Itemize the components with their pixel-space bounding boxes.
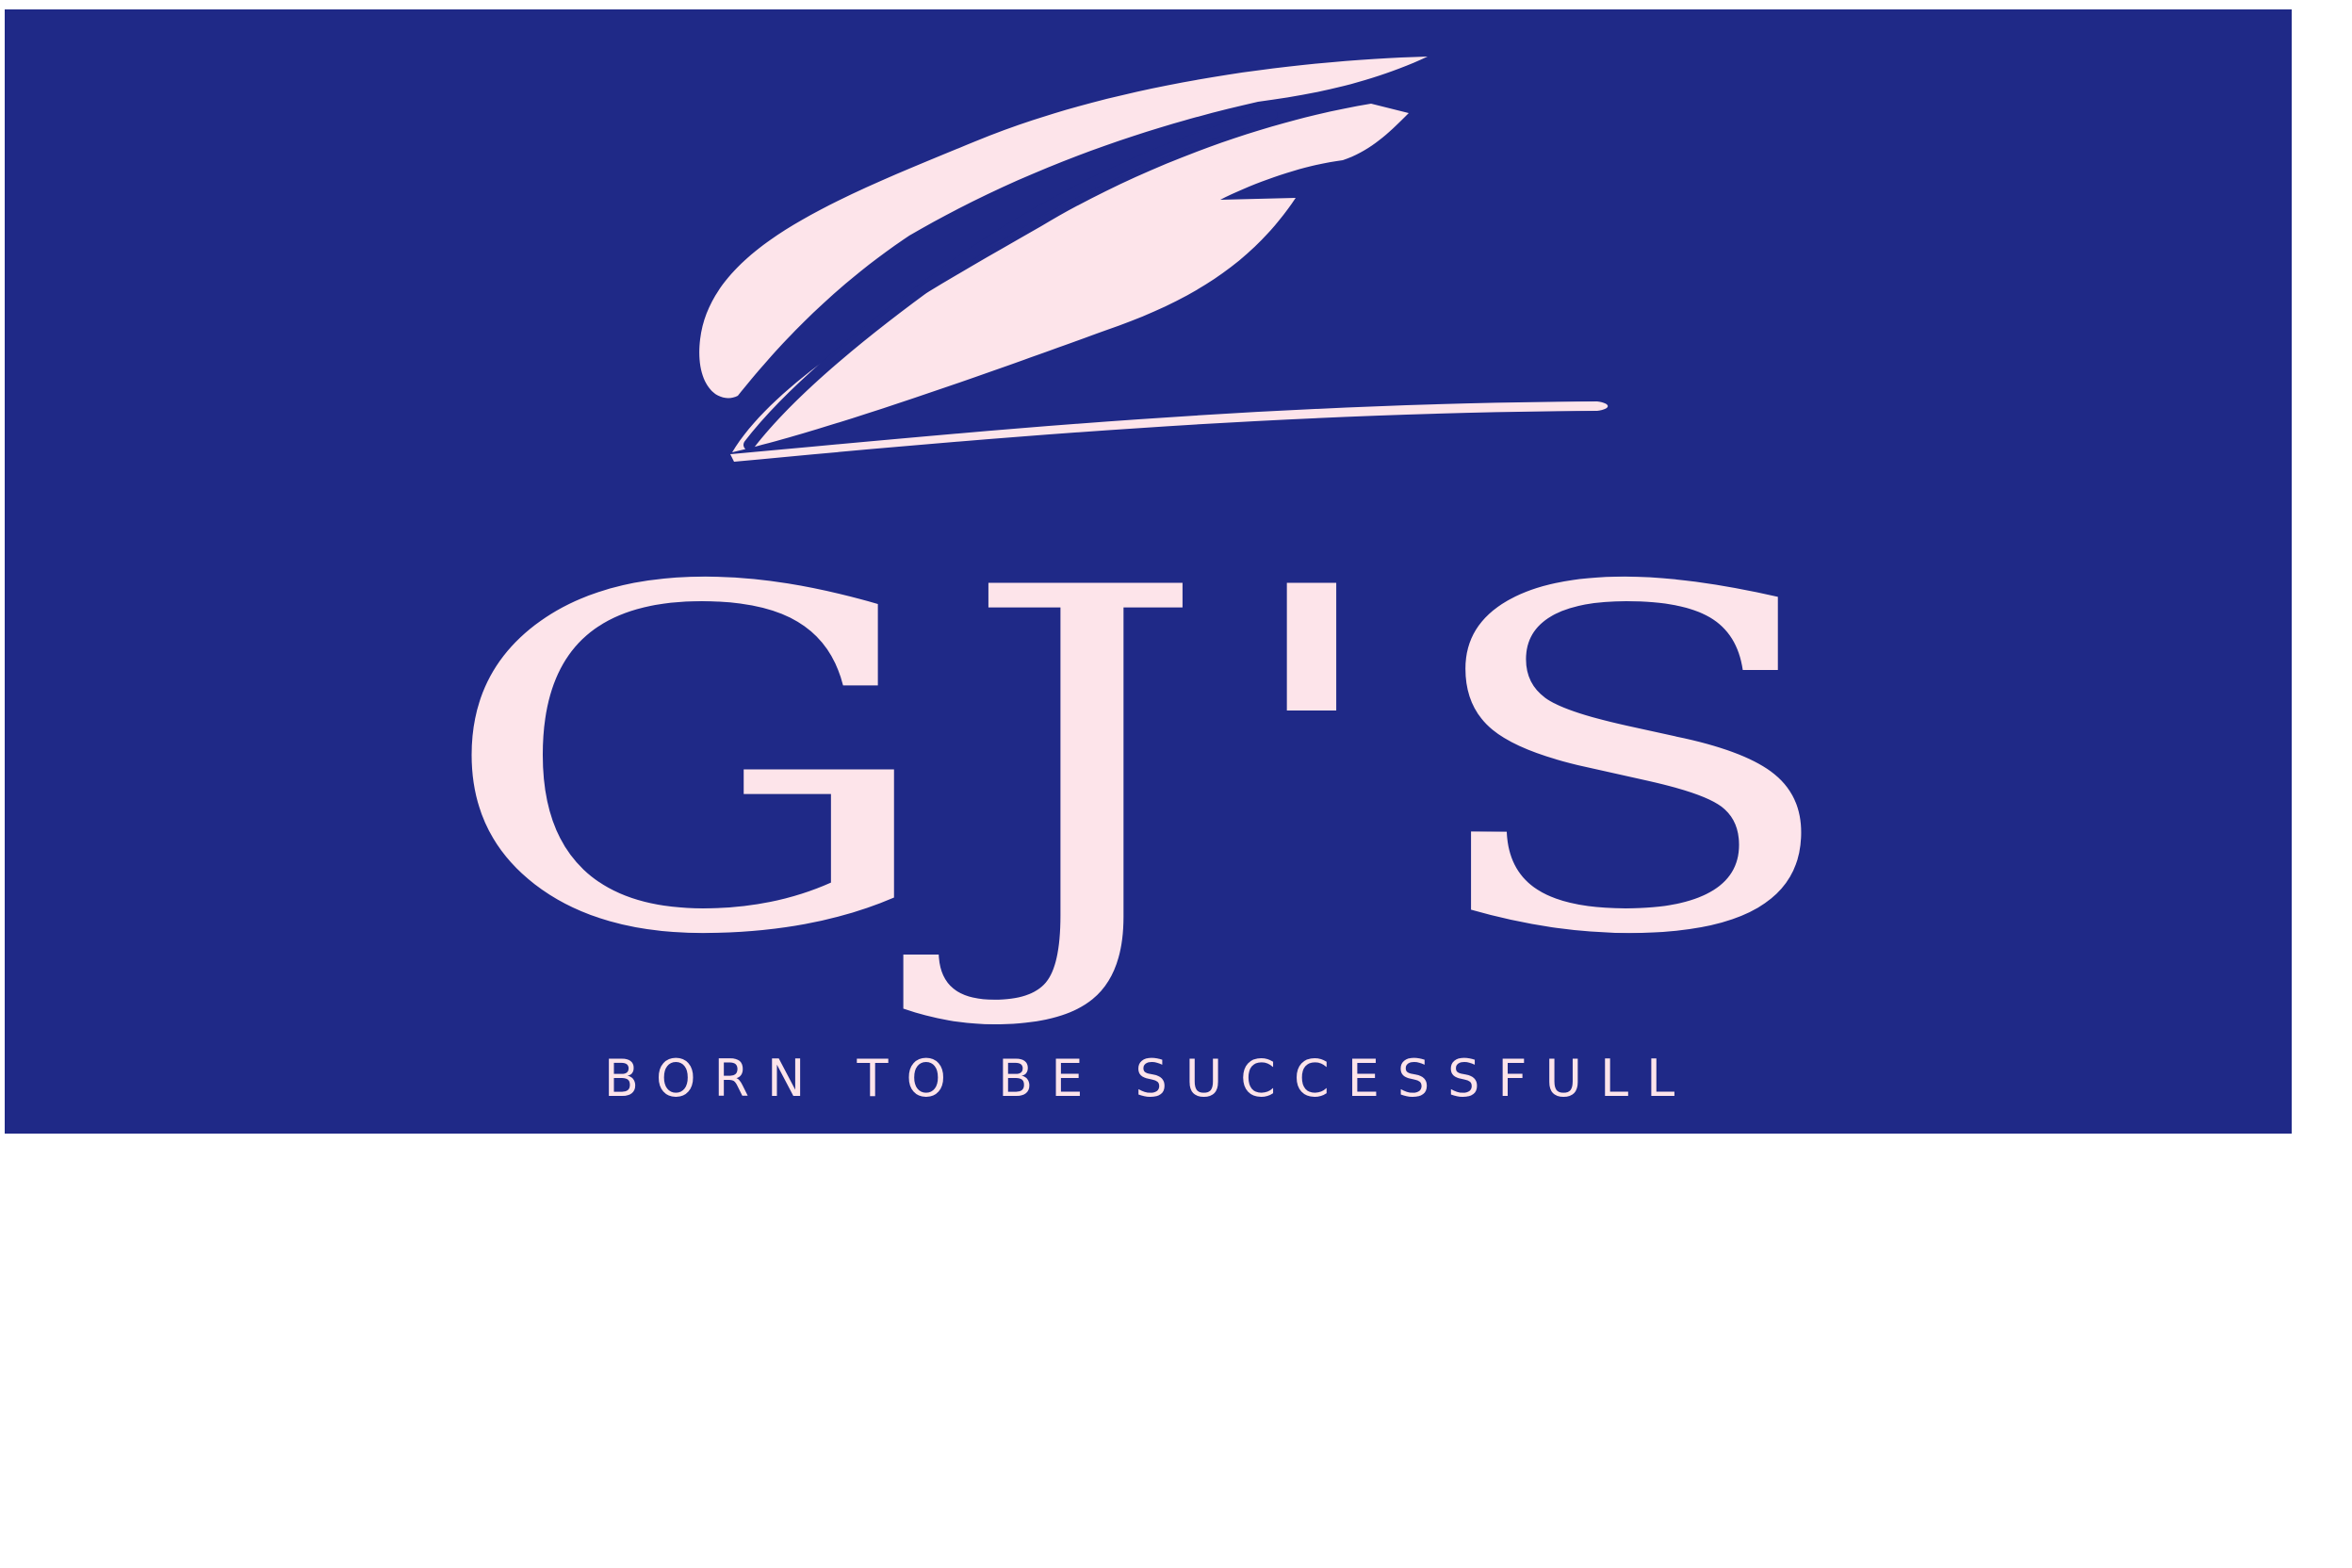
logo-tagline: BORN TO BE SUCCESSFULL [603, 1049, 1693, 1108]
logo-panel: GJ'S BORN TO BE SUCCESSFULL [5, 9, 2292, 1134]
logo-wordmark: GJ'S [435, 489, 1861, 1037]
feather-icon [699, 57, 1609, 462]
